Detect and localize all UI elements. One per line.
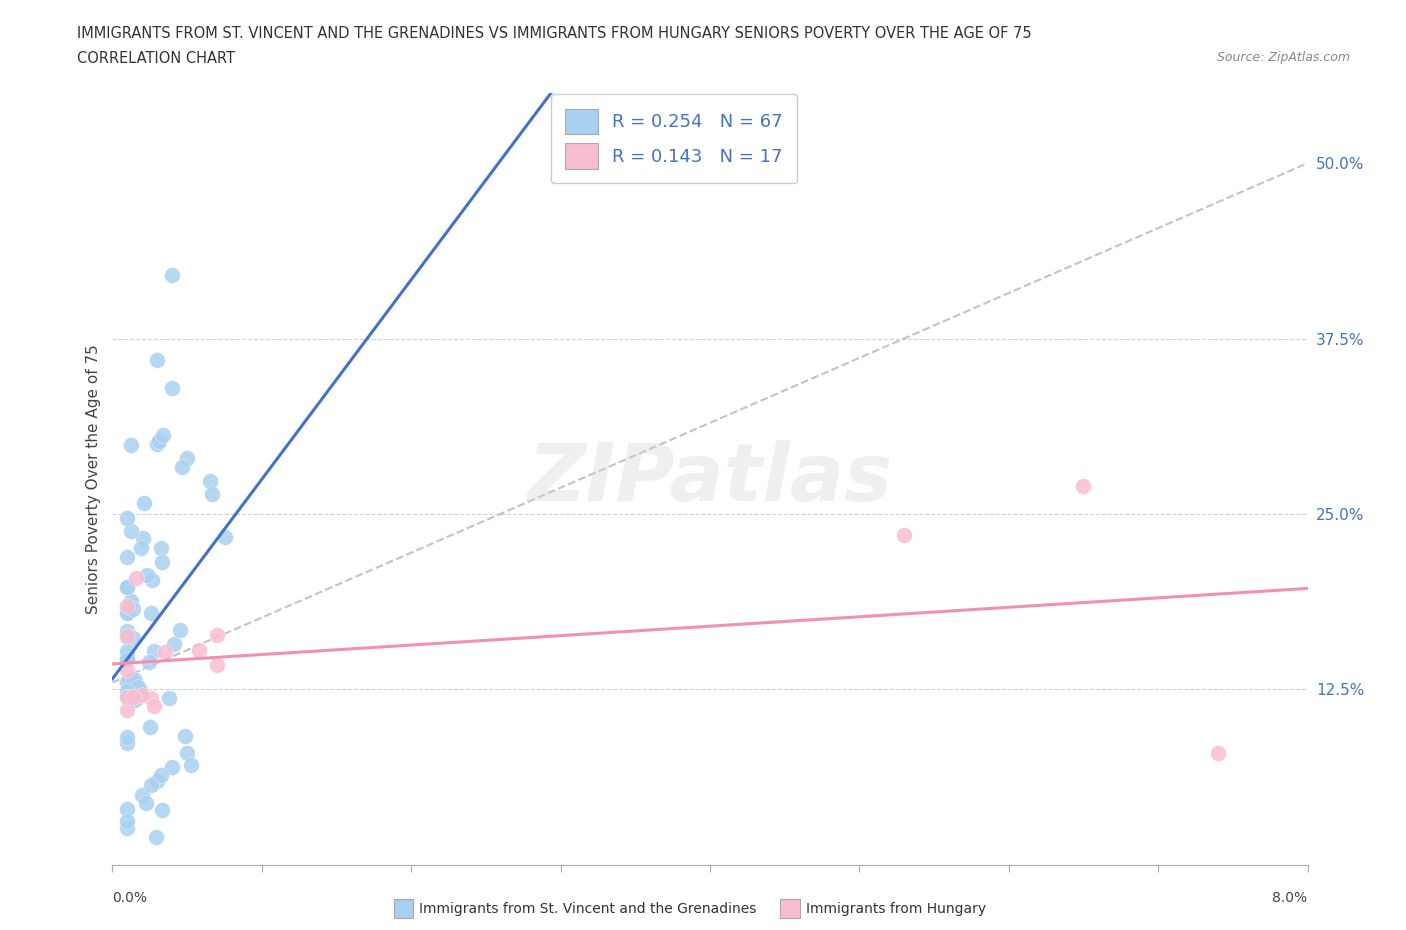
Point <box>163 637 186 652</box>
Point <box>141 690 163 705</box>
Point <box>157 690 180 705</box>
Point <box>150 803 173 817</box>
Text: 8.0%: 8.0% <box>1272 891 1308 905</box>
Point <box>121 671 143 686</box>
Point <box>205 658 228 672</box>
Point <box>117 663 139 678</box>
Point <box>893 527 915 542</box>
Point <box>162 759 183 774</box>
Text: Immigrants from St. Vincent and the Grenadines: Immigrants from St. Vincent and the Gren… <box>419 901 756 916</box>
Point <box>187 643 209 658</box>
Point <box>117 702 139 717</box>
Point <box>117 628 139 643</box>
Point <box>117 579 139 594</box>
Point <box>118 673 141 688</box>
Point <box>138 655 160 670</box>
Point <box>121 602 143 617</box>
Point <box>146 352 169 367</box>
Point <box>120 524 142 538</box>
Point <box>135 795 157 810</box>
Point <box>155 644 177 659</box>
Point <box>180 758 202 773</box>
Point <box>150 555 173 570</box>
Point <box>120 437 142 452</box>
Text: CORRELATION CHART: CORRELATION CHART <box>77 51 235 66</box>
Point <box>142 644 165 658</box>
Point <box>141 605 163 620</box>
Point <box>139 720 162 735</box>
Point <box>198 473 221 488</box>
Point <box>117 814 139 829</box>
Point <box>152 428 174 443</box>
Point <box>117 649 139 664</box>
Point <box>146 773 169 788</box>
Point <box>149 767 172 782</box>
Point <box>117 511 139 525</box>
Point <box>148 433 170 448</box>
Point <box>131 687 153 702</box>
Point <box>145 830 167 844</box>
Point <box>162 380 183 395</box>
Point <box>117 684 139 699</box>
Point <box>122 690 145 705</box>
Point <box>139 777 162 792</box>
Point <box>146 436 169 451</box>
Point <box>120 593 142 608</box>
Point <box>129 540 152 555</box>
Point <box>117 802 139 817</box>
Point <box>117 624 139 639</box>
Point <box>172 459 194 474</box>
Point <box>176 745 198 760</box>
Point <box>162 268 183 283</box>
Point <box>122 631 145 645</box>
Point <box>117 599 139 614</box>
Point <box>205 628 228 643</box>
Point <box>1206 745 1229 760</box>
Y-axis label: Seniors Poverty Over the Age of 75: Seniors Poverty Over the Age of 75 <box>86 344 101 614</box>
Point <box>125 570 148 585</box>
Point <box>117 630 139 644</box>
Point <box>134 496 156 511</box>
Point <box>1073 479 1095 494</box>
Point <box>214 530 236 545</box>
Text: Source: ZipAtlas.com: Source: ZipAtlas.com <box>1216 51 1350 64</box>
Point <box>149 540 172 555</box>
Point <box>141 573 163 588</box>
Point <box>128 683 150 698</box>
Point <box>117 675 139 690</box>
Point <box>132 531 155 546</box>
Point <box>117 821 139 836</box>
Point <box>124 693 146 708</box>
Point <box>176 450 198 465</box>
Text: 0.0%: 0.0% <box>112 891 148 905</box>
Point <box>117 606 139 621</box>
Point <box>201 486 224 501</box>
Point <box>136 568 159 583</box>
Point <box>131 788 153 803</box>
Point <box>117 736 139 751</box>
Point <box>117 549 139 564</box>
Text: ZIPatlas: ZIPatlas <box>527 440 893 518</box>
Text: Immigrants from Hungary: Immigrants from Hungary <box>806 901 986 916</box>
Point <box>117 644 139 658</box>
Point <box>173 728 195 743</box>
Point <box>169 623 191 638</box>
Point <box>124 672 146 687</box>
Point <box>117 652 139 667</box>
Point <box>117 730 139 745</box>
Point <box>143 698 166 713</box>
Point <box>117 604 139 619</box>
Legend: R = 0.254   N = 67, R = 0.143   N = 17: R = 0.254 N = 67, R = 0.143 N = 17 <box>551 94 797 183</box>
Text: IMMIGRANTS FROM ST. VINCENT AND THE GRENADINES VS IMMIGRANTS FROM HUNGARY SENIOR: IMMIGRANTS FROM ST. VINCENT AND THE GREN… <box>77 26 1032 41</box>
Point <box>117 689 139 704</box>
Point <box>117 690 139 705</box>
Point <box>117 579 139 594</box>
Point <box>117 652 139 667</box>
Point <box>127 679 149 694</box>
